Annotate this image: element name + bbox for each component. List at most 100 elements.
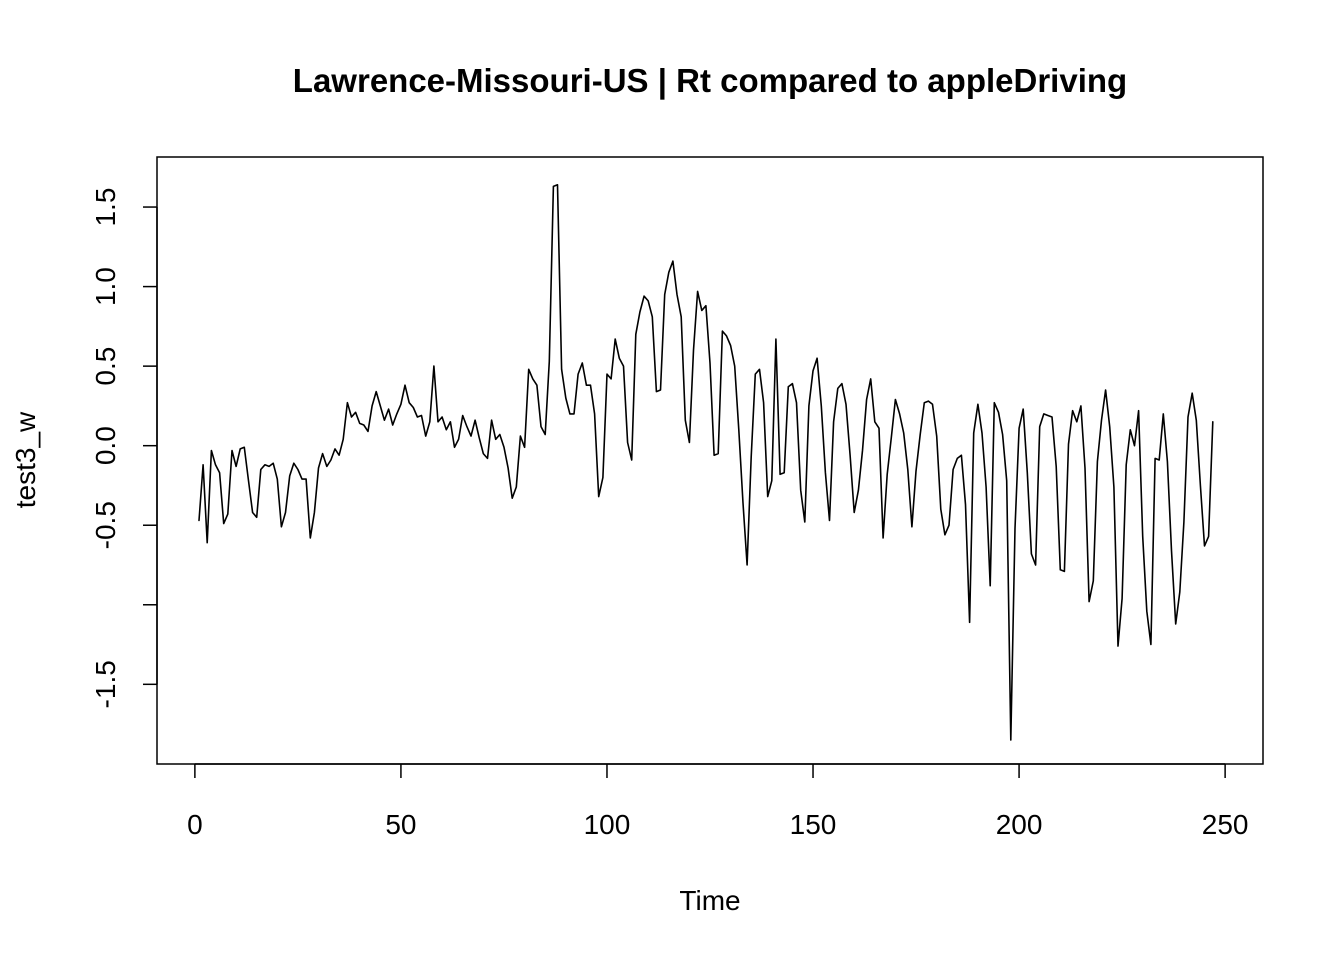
y-axis: -1.5 -0.5 0.0 0.5 1.0 1.5 [90, 188, 157, 709]
data-point [619, 358, 620, 359]
data-point [409, 402, 410, 403]
data-point [557, 184, 558, 185]
data-point [833, 421, 834, 422]
y-axis-label: test3_w [10, 411, 41, 508]
data-point [660, 389, 661, 390]
data-point [676, 294, 677, 295]
data-point [363, 424, 364, 425]
data-point [965, 504, 966, 505]
data-point [903, 432, 904, 433]
data-point [1138, 410, 1139, 411]
data-point [920, 434, 921, 435]
data-point [1117, 646, 1118, 647]
data-point [796, 402, 797, 403]
y-tick-label: 0.5 [90, 347, 121, 386]
data-point [981, 432, 982, 433]
data-point [322, 453, 323, 454]
data-point [899, 413, 900, 414]
data-point [734, 366, 735, 367]
data-point [1039, 426, 1040, 427]
data-point [1101, 420, 1102, 421]
data-point [437, 421, 438, 422]
data-point [915, 471, 916, 472]
y-tick-label: 1.5 [90, 188, 121, 227]
data-point [1175, 623, 1176, 624]
data-point [1089, 601, 1090, 602]
data-point [623, 366, 624, 367]
data-point [334, 448, 335, 449]
data-point [1097, 461, 1098, 462]
data-point [376, 391, 377, 392]
data-point [318, 467, 319, 468]
data-point [215, 464, 216, 465]
data-point [701, 310, 702, 311]
data-point [499, 434, 500, 435]
data-point [648, 300, 649, 301]
data-point [528, 369, 529, 370]
data-point [260, 469, 261, 470]
data-point [512, 498, 513, 499]
data-point [1122, 598, 1123, 599]
data-point [948, 525, 949, 526]
data-point [470, 436, 471, 437]
data-point [1010, 739, 1011, 740]
data-point [1084, 467, 1085, 468]
data-point [1080, 405, 1081, 406]
data-point [1113, 486, 1114, 487]
data-point [458, 439, 459, 440]
data-point [248, 480, 249, 481]
data-point [330, 459, 331, 460]
data-point [911, 526, 912, 527]
x-axis: 0 50 100 150 200 250 [187, 764, 1248, 840]
data-point [1105, 389, 1106, 390]
data-point [874, 421, 875, 422]
data-point [994, 402, 995, 403]
data-point [957, 458, 958, 459]
data-point [907, 469, 908, 470]
data-point [845, 404, 846, 405]
data-point [924, 402, 925, 403]
data-point [639, 311, 640, 312]
data-point [986, 486, 987, 487]
data-point [314, 512, 315, 513]
data-point [705, 305, 706, 306]
data-point [293, 463, 294, 464]
data-point [1167, 461, 1168, 462]
data-point [1109, 426, 1110, 427]
data-point [1060, 569, 1061, 570]
data-point [792, 383, 793, 384]
data-point [256, 517, 257, 518]
data-point [277, 479, 278, 480]
data-point [932, 404, 933, 405]
x-tick-label: 50 [385, 809, 416, 840]
y-tick-label: 1.0 [90, 267, 121, 306]
data-point [891, 437, 892, 438]
data-point [264, 464, 265, 465]
data-point [961, 455, 962, 456]
data-point [862, 450, 863, 451]
data-point [1212, 421, 1213, 422]
data-point [211, 450, 212, 451]
data-point [285, 512, 286, 513]
data-point [359, 423, 360, 424]
data-point [1076, 421, 1077, 422]
data-point [244, 447, 245, 448]
data-point [953, 469, 954, 470]
data-point [977, 404, 978, 405]
data-point [231, 450, 232, 451]
data-point [969, 622, 970, 623]
data-point [384, 420, 385, 421]
data-point [1072, 410, 1073, 411]
data-point [697, 291, 698, 292]
data-point [808, 405, 809, 406]
data-point [594, 413, 595, 414]
data-point [668, 272, 669, 273]
data-point [198, 520, 199, 521]
data-point [339, 455, 340, 456]
data-point [289, 475, 290, 476]
data-point [573, 413, 574, 414]
data-point [540, 426, 541, 427]
data-point [475, 420, 476, 421]
data-point [454, 447, 455, 448]
data-point [223, 523, 224, 524]
